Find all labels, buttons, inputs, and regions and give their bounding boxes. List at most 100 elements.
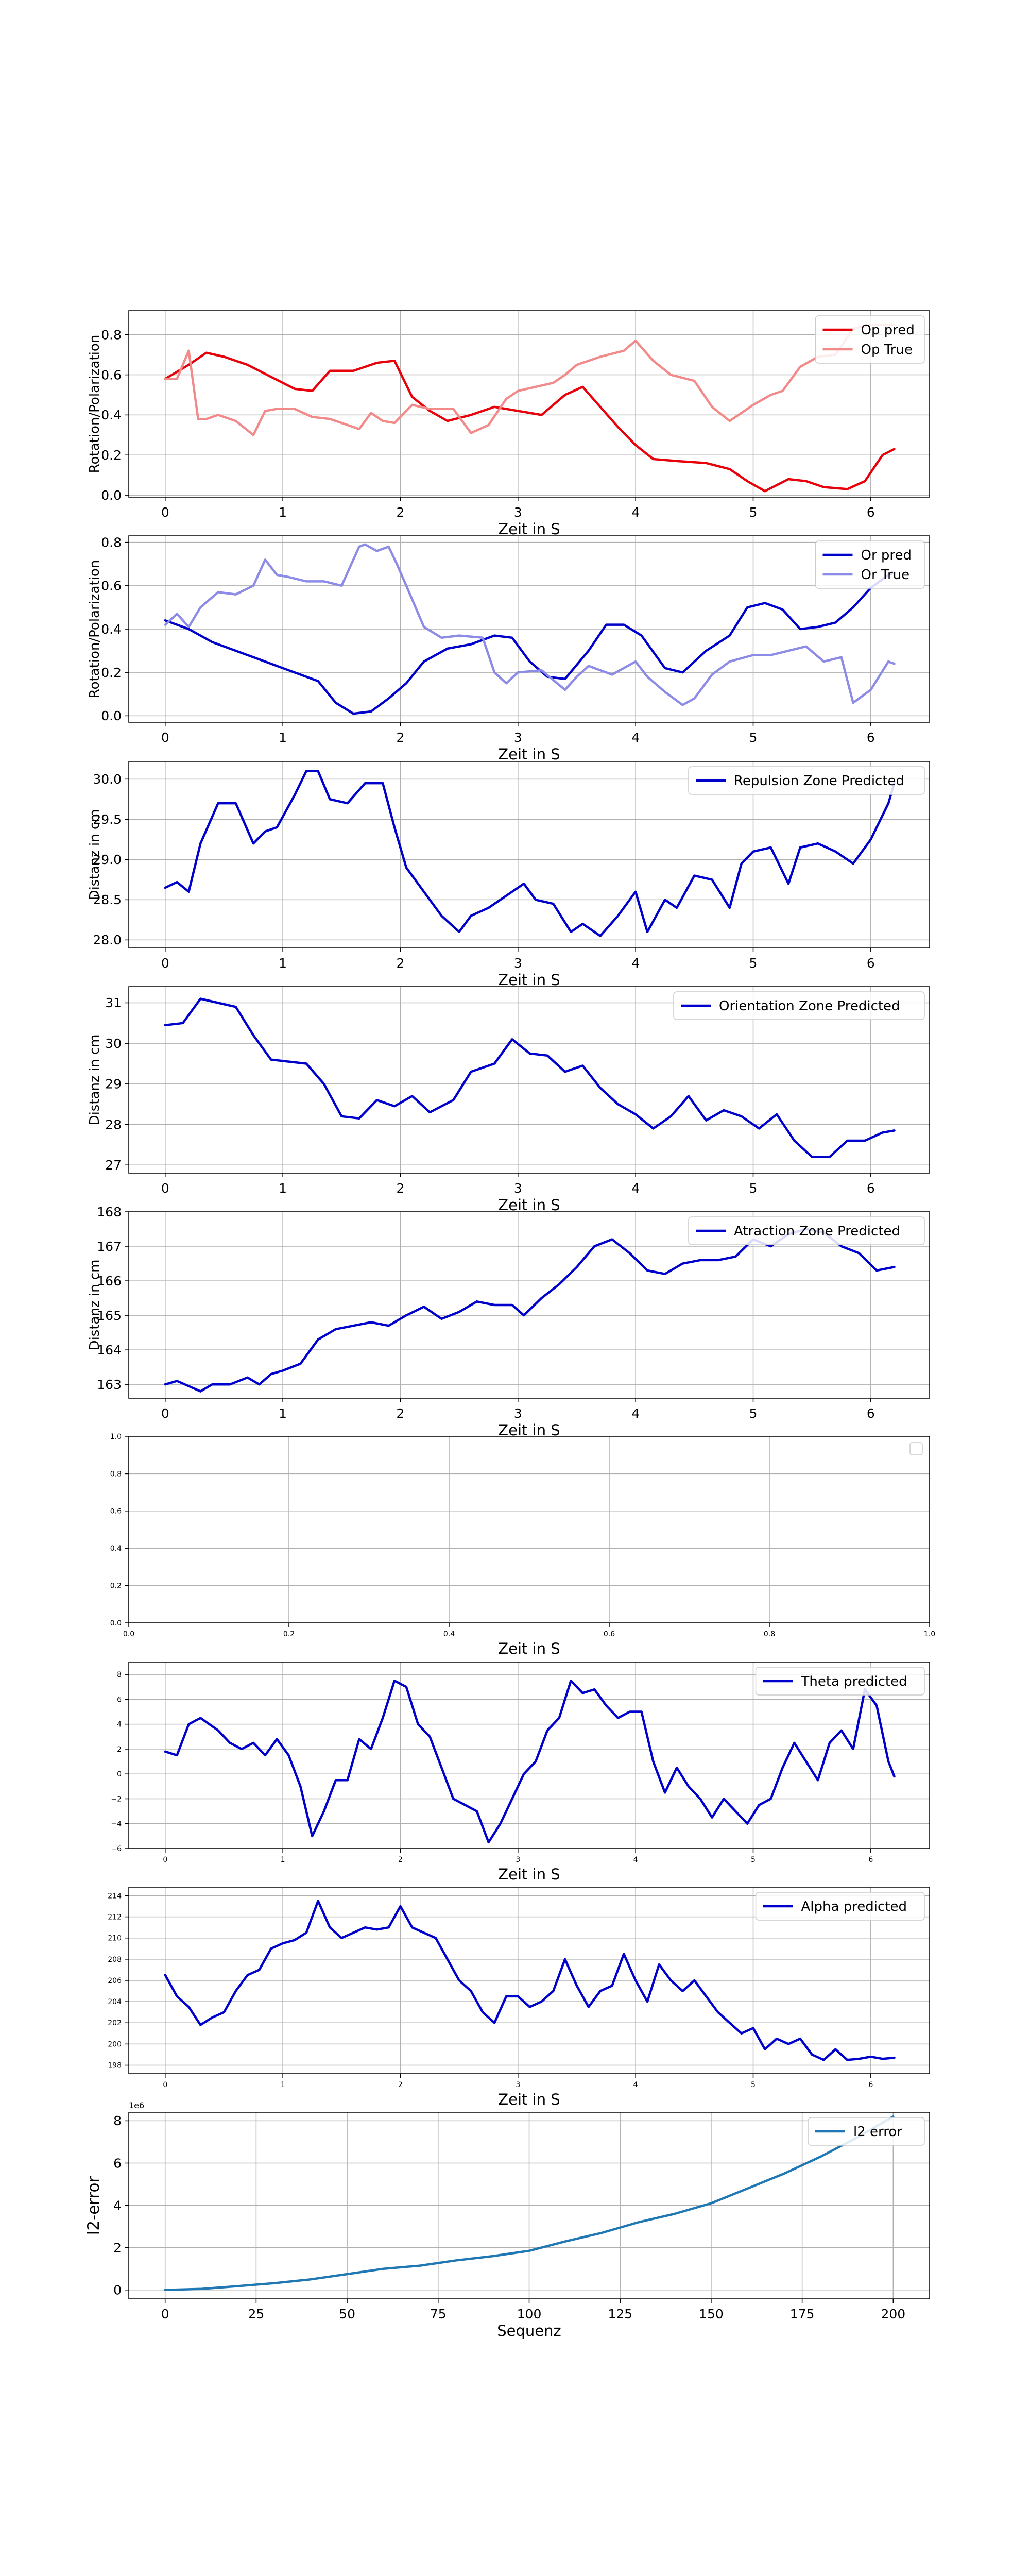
y-tick-label: 8 bbox=[113, 2113, 122, 2128]
chart-panel-8: 0 1 2 3 4 5 6 198 200 202 204 206 208 210 212 214 Zeit i… bbox=[108, 1887, 930, 2108]
y-tick-label: 27 bbox=[105, 1158, 122, 1173]
y-axis-label: l2-error bbox=[84, 2176, 103, 2235]
legend-entry: Or pred bbox=[861, 548, 912, 563]
chart-panel-3: 0 1 2 3 4 5 6 28.0 28.5 29.0 29.5 30.0 Zeit in S Dist… bbox=[87, 761, 930, 989]
x-tick-label: 1 bbox=[281, 2081, 285, 2089]
y-tick-label: 0.4 bbox=[110, 1545, 122, 1553]
x-tick-label: 100 bbox=[517, 2307, 542, 2321]
legend-box bbox=[688, 766, 925, 795]
x-tick-label: 150 bbox=[699, 2307, 724, 2321]
y-tick-label: 0.6 bbox=[101, 367, 122, 382]
series-line-l2-error bbox=[164, 2115, 895, 2292]
x-tick-label: 0 bbox=[161, 505, 169, 520]
x-tick-label: 0 bbox=[161, 730, 169, 745]
x-tick-label: 0 bbox=[161, 1181, 169, 1196]
y-axis-label: Distanz in cm bbox=[87, 809, 102, 901]
x-axis-label: Zeit in S bbox=[498, 520, 560, 538]
x-tick-label: 75 bbox=[430, 2307, 447, 2321]
y-tick-label: 206 bbox=[108, 1977, 122, 1985]
series-line-or-pred bbox=[164, 571, 896, 715]
legend-entry: l2 error bbox=[853, 2124, 902, 2140]
x-tick-label: 0 bbox=[161, 2307, 169, 2321]
x-tick-label: 5 bbox=[749, 1406, 758, 1421]
x-tick-label: 0 bbox=[161, 1406, 169, 1421]
x-tick-label: 0.2 bbox=[283, 1630, 295, 1638]
x-tick-label: 5 bbox=[749, 956, 758, 971]
y-axis-exponent: 1e6 bbox=[129, 2100, 144, 2110]
y-tick-label: 0.0 bbox=[101, 708, 122, 723]
x-tick-label: 5 bbox=[751, 2081, 756, 2089]
y-tick-label: 166 bbox=[97, 1274, 122, 1289]
chart-panel-2: 0 1 2 3 4 5 6 0.0 0.2 0.4 0.6 0.8 Zeit in S Rotation/… bbox=[87, 535, 930, 763]
x-tick-label: 4 bbox=[631, 505, 640, 520]
x-tick-label: 2 bbox=[398, 2081, 403, 2089]
y-tick-label: 0.2 bbox=[101, 448, 122, 463]
x-tick-label: 6 bbox=[867, 730, 875, 745]
legend: Theta predicted bbox=[755, 1667, 925, 1696]
legend-entry: Atraction Zone Predicted bbox=[734, 1224, 900, 1239]
axes-frame bbox=[128, 761, 930, 948]
legend-box bbox=[815, 540, 925, 589]
legend: Atraction Zone Predicted bbox=[688, 1216, 925, 1245]
y-tick-label: 204 bbox=[108, 1998, 122, 2006]
axes-frame bbox=[128, 1662, 930, 1849]
x-tick-label: 2 bbox=[397, 1181, 405, 1196]
x-tick-label: 0 bbox=[163, 2081, 167, 2089]
legend-box bbox=[808, 2117, 925, 2146]
x-tick-label: 3 bbox=[514, 730, 522, 745]
axes-frame bbox=[128, 1211, 930, 1399]
legend-box bbox=[755, 1667, 925, 1696]
y-tick-label: 4 bbox=[113, 2198, 122, 2213]
x-tick-label: 0.0 bbox=[123, 1630, 134, 1638]
series-line-atraction-zone-predicted bbox=[164, 1228, 896, 1393]
x-tick-label: 6 bbox=[867, 1181, 875, 1196]
x-tick-label: 4 bbox=[631, 1181, 640, 1196]
y-tick-label: 0.6 bbox=[110, 1507, 122, 1516]
series-line-alpha-predicted bbox=[164, 1900, 896, 2061]
y-tick-label: 1.0 bbox=[110, 1433, 122, 1441]
x-tick-label: 6 bbox=[867, 505, 875, 520]
x-tick-label: 125 bbox=[608, 2307, 632, 2321]
chart-panel-1: 0 1 2 3 4 5 6 0.0 0.2 0.4 0.6 0.8 Zeit in S Rotation/… bbox=[87, 310, 930, 538]
x-tick-label: 50 bbox=[339, 2307, 355, 2321]
y-tick-label: 29.0 bbox=[93, 852, 122, 867]
legend-entry: Repulsion Zone Predicted bbox=[734, 773, 904, 789]
x-tick-label: 2 bbox=[398, 1856, 403, 1864]
x-tick-label: 2 bbox=[397, 956, 405, 971]
y-tick-label: 0 bbox=[117, 1770, 122, 1778]
axes-frame bbox=[128, 310, 930, 498]
series-line-orientation-zone-predicted bbox=[164, 997, 896, 1158]
x-tick-label: 4 bbox=[631, 730, 640, 745]
legend-box bbox=[755, 1892, 925, 1921]
legend-box-empty bbox=[909, 1442, 923, 1455]
legend-entry: Orientation Zone Predicted bbox=[719, 998, 900, 1014]
x-tick-label: 1 bbox=[279, 1181, 287, 1196]
y-tick-label: 212 bbox=[108, 1913, 122, 1921]
legend-box bbox=[815, 315, 925, 364]
x-tick-label: 175 bbox=[790, 2307, 815, 2321]
x-tick-label: 5 bbox=[749, 505, 758, 520]
series-line-repulsion-zone-predicted bbox=[164, 770, 896, 937]
x-axis-label: Sequenz bbox=[497, 2322, 561, 2340]
x-tick-label: 0.6 bbox=[604, 1630, 615, 1638]
y-tick-label: 164 bbox=[97, 1343, 122, 1358]
x-tick-label: 1.0 bbox=[924, 1630, 935, 1638]
chart-panel-6: 0.0 0.2 0.4 0.6 0.8 1.0 0.0 0.2 0.4 0.6 0.8 1.0 Zeit… bbox=[110, 1433, 935, 1657]
y-tick-label: 28 bbox=[105, 1117, 122, 1132]
y-tick-label: 6 bbox=[117, 1696, 122, 1704]
x-axis-label: Zeit in S bbox=[498, 971, 560, 989]
y-tick-label: 29 bbox=[105, 1077, 122, 1092]
y-tick-label: 0.8 bbox=[110, 1470, 122, 1478]
x-tick-label: 5 bbox=[749, 730, 758, 745]
x-tick-label: 6 bbox=[867, 1406, 875, 1421]
series-line-op-true bbox=[164, 323, 896, 436]
x-tick-label: 3 bbox=[514, 1406, 522, 1421]
y-tick-label: −6 bbox=[111, 1845, 122, 1853]
x-tick-label: 2 bbox=[397, 730, 405, 745]
x-axis-label: Zeit in S bbox=[498, 1640, 560, 1657]
y-tick-label: 0 bbox=[113, 2283, 122, 2298]
legend: l2 error bbox=[808, 2117, 925, 2146]
y-axis-label: Rotation/Polarization bbox=[87, 335, 102, 473]
y-tick-label: 210 bbox=[108, 1935, 122, 1943]
